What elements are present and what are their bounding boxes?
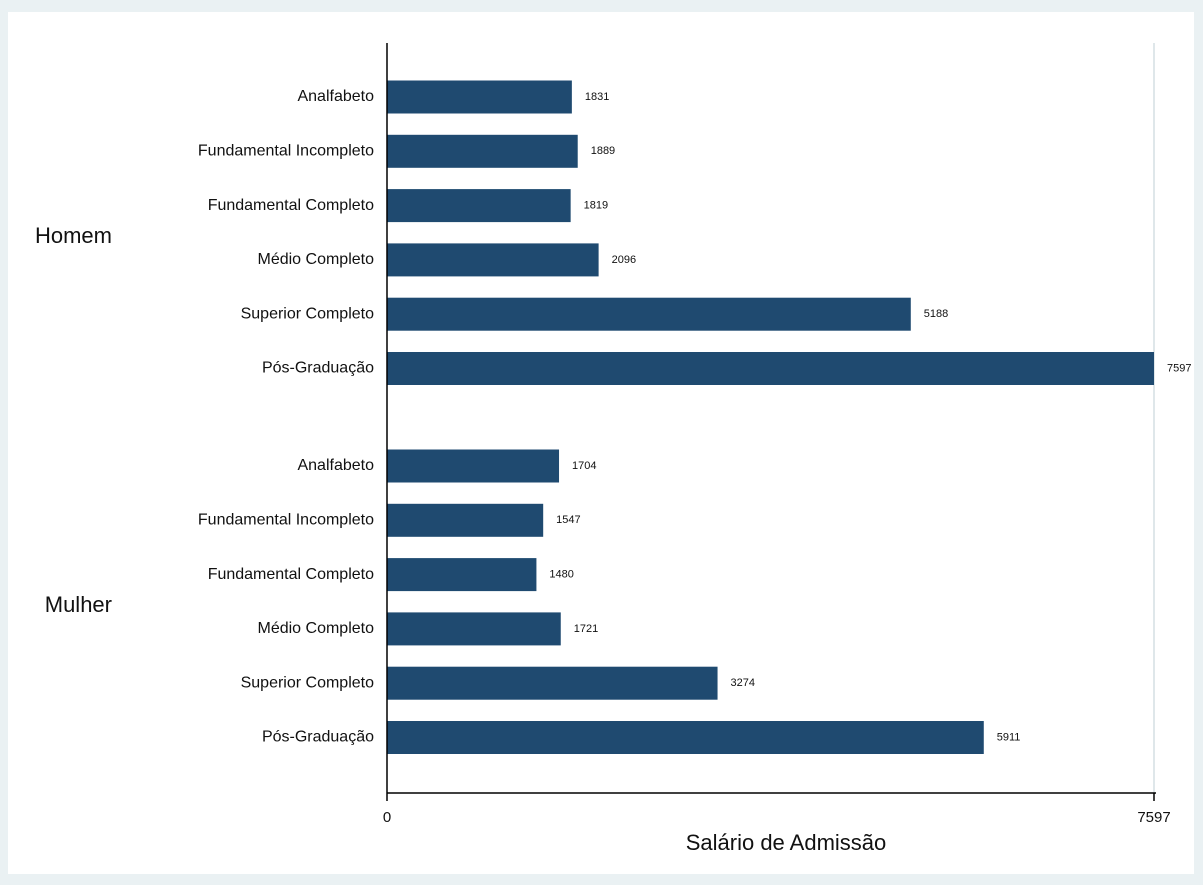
bar (387, 134, 578, 168)
data-label: 3274 (731, 677, 755, 689)
x-tick-label: 0 (383, 809, 391, 826)
category-label: Superior Completo (241, 305, 375, 322)
bar (387, 558, 537, 592)
data-label: 1819 (584, 200, 608, 212)
group-label: Mulher (45, 592, 112, 617)
category-label: Fundamental Incompleto (198, 512, 374, 529)
data-label: 1704 (572, 460, 596, 472)
data-label: 1889 (591, 145, 615, 157)
bar (387, 80, 572, 114)
data-label: 5911 (997, 731, 1021, 743)
category-label: Superior Completo (241, 674, 375, 691)
data-label: 1831 (585, 91, 609, 103)
data-label: 1480 (549, 569, 573, 581)
data-label: 5188 (924, 308, 948, 320)
bar (387, 352, 1154, 385)
category-label: Fundamental Incompleto (198, 143, 374, 160)
category-label: Pós-Graduação (262, 729, 374, 746)
bar (387, 189, 571, 223)
labels-layer: Homem Analfabeto 1831 Fundamental Incomplet… (35, 88, 1192, 746)
category-label: Médio Completo (258, 620, 375, 637)
bar (387, 243, 599, 277)
bar (387, 503, 544, 537)
data-label: 2096 (612, 254, 636, 266)
bar (387, 449, 560, 483)
category-label: Fundamental Completo (208, 197, 374, 214)
category-label: Médio Completo (258, 251, 375, 268)
category-label: Pós-Graduação (262, 360, 374, 377)
bar (387, 721, 984, 754)
bar (387, 297, 911, 331)
bar (387, 612, 561, 646)
x-axis-title: Salário de Admissão (686, 830, 887, 855)
data-label: 7597 (1167, 362, 1191, 374)
bars-layer (387, 80, 1154, 754)
category-label: Fundamental Completo (208, 566, 374, 583)
data-label: 1547 (556, 514, 580, 526)
group-label: Homem (35, 223, 112, 248)
category-label: Analfabeto (297, 457, 374, 474)
data-label: 1721 (574, 623, 598, 635)
bar (387, 666, 718, 700)
category-label: Analfabeto (297, 88, 374, 105)
x-tick-label: 7597 (1137, 809, 1170, 826)
axis-layer: 0 7597 (383, 43, 1171, 826)
